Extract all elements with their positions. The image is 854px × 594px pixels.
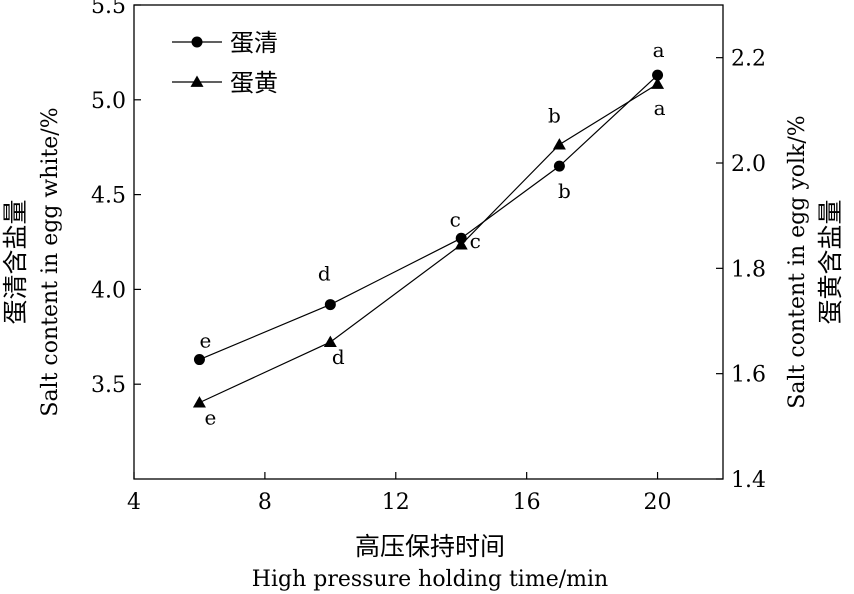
significance-label: e	[205, 406, 217, 430]
x-tick-label: 4	[127, 490, 141, 515]
x-axis-label-cn: 高压保持时间	[355, 532, 505, 561]
left-y-tick-label: 3.5	[91, 373, 126, 398]
left-y-tick-label: 5.0	[91, 89, 126, 114]
x-tick-label: 12	[382, 490, 410, 515]
significance-label: b	[548, 104, 561, 128]
data-point-circle	[193, 354, 205, 366]
data-point-triangle	[552, 138, 566, 150]
data-point-circle	[324, 299, 336, 311]
right-y-tick-label: 1.4	[731, 468, 766, 493]
data-point-triangle	[454, 238, 468, 250]
series-line-circle	[199, 74, 658, 361]
significance-label: d	[332, 345, 345, 369]
legend-label: 蛋黄	[230, 69, 278, 97]
right-axis-label-en: Salt content in egg yolk/%	[785, 115, 810, 408]
data-point-circle	[652, 69, 664, 81]
left-y-tick-label: 4.0	[91, 278, 126, 303]
right-y-tick-label: 1.6	[731, 363, 766, 388]
significance-label: c	[470, 229, 481, 253]
left-axis-label-cn: 蛋清含盐量	[1, 199, 30, 324]
legend-label: 蛋清	[230, 29, 278, 57]
right-y-tick-label: 2.0	[731, 152, 766, 177]
significance-label: a	[653, 38, 665, 62]
plot-frame	[133, 4, 724, 480]
right-axis-label-cn: 蛋黄含盐量	[816, 199, 845, 324]
series-line-triangle	[199, 83, 658, 404]
x-tick-label: 16	[513, 490, 541, 515]
right-y-tick-label: 1.8	[731, 257, 766, 282]
significance-label: d	[318, 262, 331, 286]
data-point-triangle	[651, 77, 665, 89]
right-y-tick-label: 2.2	[731, 47, 766, 72]
x-axis-label-en: High pressure holding time/min	[252, 567, 608, 592]
data-point-circle	[553, 160, 565, 172]
significance-label: e	[200, 329, 212, 353]
data-point-triangle	[323, 335, 337, 347]
left-y-tick-label: 4.5	[91, 184, 126, 209]
significance-label: c	[450, 208, 461, 232]
left-y-tick-label: 5.5	[91, 0, 126, 19]
significance-label: b	[558, 179, 571, 203]
left-axis-label-en: Salt content in egg white/%	[38, 107, 63, 416]
legend-marker-circle	[191, 36, 203, 48]
legend-marker-triangle	[190, 75, 204, 87]
significance-label: a	[654, 96, 666, 120]
data-point-triangle	[192, 396, 206, 408]
x-tick-label: 8	[258, 490, 272, 515]
x-tick-label: 20	[644, 490, 672, 515]
